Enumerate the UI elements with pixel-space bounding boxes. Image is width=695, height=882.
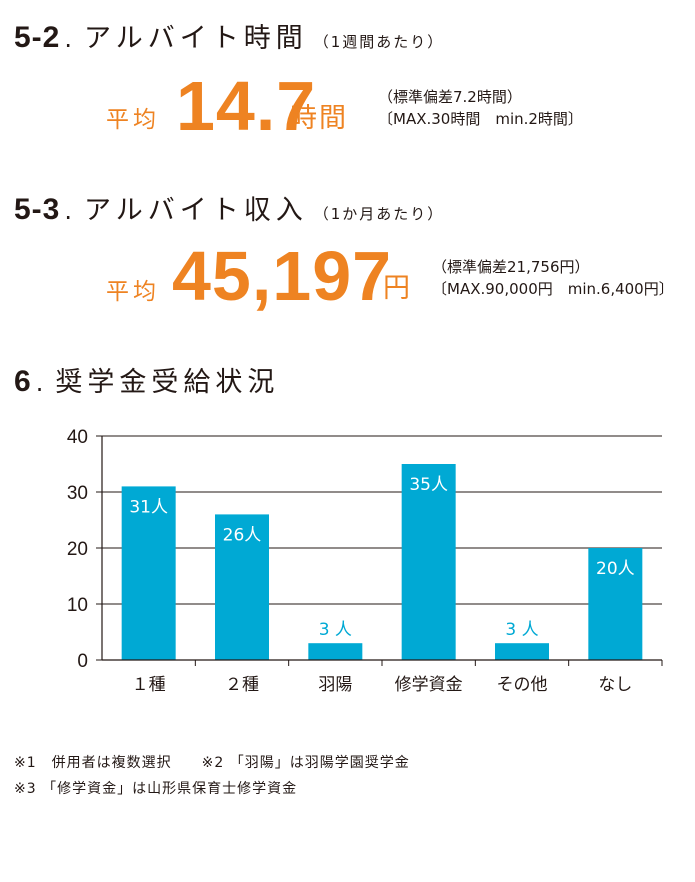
section-dot: . bbox=[35, 369, 44, 397]
section-6-heading: 6. 奨学金受給状況 bbox=[14, 360, 279, 399]
hours-range: 〔MAX.30時間 min.2時間〕 bbox=[378, 110, 583, 128]
bar bbox=[401, 464, 456, 660]
x-tick-label: 修学資金 bbox=[395, 675, 463, 695]
bar bbox=[495, 643, 549, 660]
bar bbox=[215, 514, 269, 660]
data-label: 3 人 bbox=[319, 620, 352, 640]
section-5-2-heading: 5-2. アルバイト時間 （1週間あたり） bbox=[14, 16, 444, 55]
hours-stats: （標準偏差7.2時間） 〔MAX.30時間 min.2時間〕 bbox=[378, 86, 583, 130]
data-label: 20人 bbox=[596, 559, 635, 579]
data-label: 35人 bbox=[409, 475, 448, 495]
average-income-unit: 円 bbox=[383, 273, 412, 304]
average-hours-value: 14.7 bbox=[176, 67, 317, 145]
section-number: 5-2 bbox=[14, 21, 61, 54]
average-hours-unit: 時間 bbox=[290, 103, 348, 134]
income-range: 〔MAX.90,000円 min.6,400円〕 bbox=[432, 280, 674, 298]
section-title: 奨学金受給状況 bbox=[55, 367, 280, 398]
y-tick-label: 10 bbox=[67, 595, 88, 616]
footnote-1: ※1 併用者は複数選択 ※2 「羽陽」は羽陽学園奨学金 bbox=[14, 755, 410, 771]
section-5-3-heading: 5-3. アルバイト収入 （1か月あたり） bbox=[14, 188, 444, 227]
bar bbox=[588, 548, 643, 660]
data-label: 31人 bbox=[129, 497, 168, 517]
scholarship-bar-chart: 31人 26人 3 人 35人 3 人 20人 0 10 20 30 40 １種 ２種 羽陽 修学資金 その… bbox=[67, 427, 663, 695]
bar bbox=[308, 643, 363, 660]
data-label: 26人 bbox=[223, 525, 262, 545]
x-tick-label: なし bbox=[598, 675, 632, 695]
x-tick-label: その他 bbox=[497, 675, 548, 695]
income-stddev: （標準偏差21,756円） bbox=[432, 258, 590, 276]
x-tick-label: 羽陽 bbox=[318, 675, 352, 695]
section-note: （1週間あたり） bbox=[313, 33, 445, 51]
bar bbox=[121, 486, 176, 660]
y-tick-label: 40 bbox=[67, 427, 88, 448]
y-tick-label: 30 bbox=[67, 483, 88, 504]
section-title: アルバイト時間 bbox=[84, 23, 308, 54]
average-label: 平均 bbox=[106, 279, 160, 305]
section-dot: . bbox=[64, 197, 72, 225]
section-number: 6 bbox=[14, 365, 32, 398]
section-dot: . bbox=[64, 25, 72, 53]
y-tick-label: 0 bbox=[77, 651, 88, 672]
section-number: 5-3 bbox=[14, 193, 61, 226]
section-title: アルバイト収入 bbox=[84, 195, 308, 226]
x-tick-label: １種 bbox=[132, 675, 166, 695]
y-tick-label: 20 bbox=[67, 539, 88, 560]
data-label: 3 人 bbox=[505, 620, 538, 640]
average-label: 平均 bbox=[106, 107, 160, 133]
section-note: （1か月あたり） bbox=[313, 205, 445, 223]
footnote-2: ※3 「修学資金」は山形県保育士修学資金 bbox=[14, 781, 298, 797]
x-tick-label: ２種 bbox=[225, 675, 259, 695]
average-income-value: 45,197 bbox=[172, 237, 393, 315]
income-stats: （標準偏差21,756円） 〔MAX.90,000円 min.6,400円〕 bbox=[432, 256, 674, 300]
hours-stddev: （標準偏差7.2時間） bbox=[378, 88, 522, 106]
